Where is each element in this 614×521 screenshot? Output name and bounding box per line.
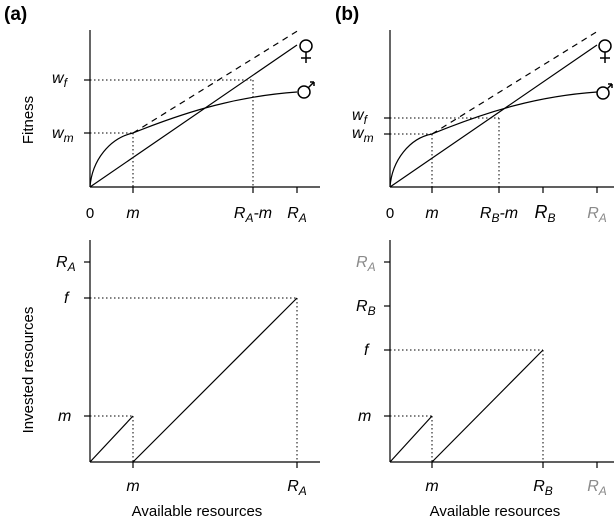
- panel-b-label: (b): [335, 4, 359, 25]
- ra-x-label-b: RA: [587, 478, 607, 498]
- male-shifted-dashed-line-a: [132, 29, 300, 134]
- zero-label-a: 0: [86, 205, 94, 222]
- wf-label-b: wf: [352, 107, 369, 127]
- panel-a-investment-plot: Invested resources RA f m m RA Available…: [20, 240, 320, 520]
- panel-b-fitness-plot: (b) wf wm 0 m RB-m RB: [335, 4, 614, 225]
- male-investment-line-b: [389, 415, 433, 463]
- available-axis-title-b: Available resources: [430, 503, 561, 520]
- female-investment-line-a: [132, 297, 298, 463]
- f-y-label-b: f: [364, 342, 370, 359]
- f-y-label-a: f: [64, 290, 70, 307]
- m-y-label-b: m: [358, 408, 371, 425]
- ra-y-label-a: RA: [56, 254, 76, 274]
- rb-y-label-b: RB: [356, 298, 376, 318]
- invested-axis-title-a: Invested resources: [20, 307, 37, 434]
- m-x-label-b: m: [425, 478, 438, 495]
- panel-a-label: (a): [4, 4, 27, 25]
- zero-label-b: 0: [386, 205, 394, 222]
- female-fitness-line-a: [89, 44, 298, 188]
- rb-label-b-top: RB: [534, 202, 555, 225]
- m-label-a-top: m: [126, 205, 139, 222]
- female-symbol-b: [598, 39, 612, 63]
- ra-label-b-top: RA: [587, 205, 607, 225]
- rb-x-label-b: RB: [533, 478, 553, 498]
- panel-b-investment-plot: RA RB f m m RB RA Available resources: [356, 240, 614, 520]
- panel-a-fitness-plot: (a) Fitness wf wm 0 m RA-m: [4, 4, 320, 225]
- male-symbol-a: [297, 81, 315, 99]
- ra-label-a-top: RA: [287, 205, 307, 225]
- ra-y-label-b: RA: [356, 254, 376, 274]
- rb-minus-m-label-b: RB-m: [480, 205, 518, 225]
- male-fitness-curve-b: [389, 91, 598, 188]
- male-symbol-b: [596, 83, 613, 100]
- ra-minus-m-label-a: RA-m: [234, 205, 272, 225]
- male-investment-line-a: [89, 415, 134, 463]
- m-x-label-a: m: [126, 478, 139, 495]
- female-symbol-a: [299, 39, 313, 63]
- m-label-b-top: m: [425, 205, 438, 222]
- fitness-axis-title-a: Fitness: [20, 96, 37, 144]
- female-fitness-line-b: [389, 44, 598, 188]
- wf-label-a: wf: [52, 70, 69, 90]
- male-shifted-dashed-line-b: [431, 30, 599, 135]
- female-investment-line-b: [431, 349, 544, 463]
- available-axis-title-a: Available resources: [132, 503, 263, 520]
- wm-label-b: wm: [352, 125, 374, 145]
- male-fitness-curve-a: [89, 91, 298, 188]
- wm-label-a: wm: [52, 125, 74, 145]
- ra-x-label-a: RA: [287, 478, 307, 498]
- m-y-label-a: m: [58, 408, 71, 425]
